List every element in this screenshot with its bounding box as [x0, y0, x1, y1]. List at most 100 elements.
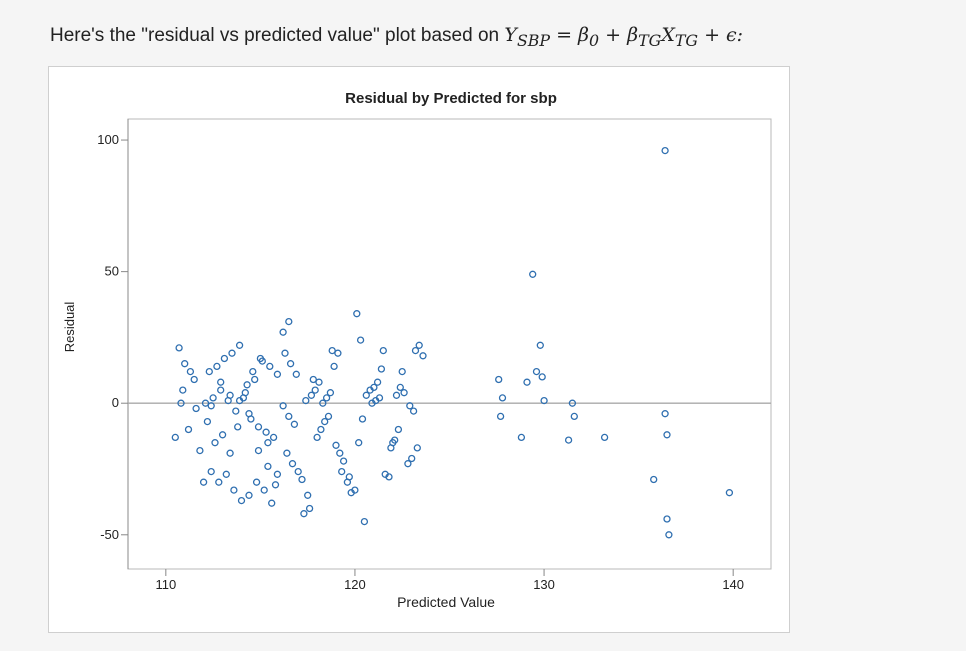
data-point: [235, 341, 244, 349]
data-point: [279, 402, 287, 410]
data-point: [419, 352, 427, 360]
scatter-chart: Residual by Predicted for sbp Residual P…: [62, 90, 772, 610]
data-point: [305, 504, 314, 513]
data-point: [260, 486, 268, 494]
data-point: [409, 407, 418, 415]
data-point: [220, 354, 229, 363]
data-point: [332, 441, 340, 449]
data-point: [199, 478, 208, 486]
data-point: [324, 412, 333, 421]
y-tick-label: 100: [97, 132, 119, 147]
data-point: [235, 396, 244, 405]
data-point: [205, 367, 213, 376]
data-point: [218, 431, 227, 439]
data-point: [264, 439, 272, 447]
data-point: [370, 383, 378, 392]
data-point: [663, 515, 671, 523]
data-point: [498, 394, 507, 402]
data-point: [413, 444, 421, 452]
data-point: [411, 346, 420, 355]
y-tick-label: 0: [112, 395, 119, 410]
data-point: [286, 360, 295, 368]
data-point: [245, 410, 253, 418]
plot-area: [127, 118, 772, 570]
data-point: [269, 433, 278, 442]
data-point: [292, 370, 300, 378]
data-point: [258, 357, 266, 365]
data-point: [181, 360, 189, 368]
chart-figure: Residual by Predicted for sbp Residual P…: [48, 66, 790, 633]
data-point: [406, 402, 414, 410]
data-point: [338, 467, 346, 476]
data-point: [226, 449, 234, 457]
data-point: [222, 470, 230, 478]
data-point: [254, 423, 263, 431]
data-point: [391, 436, 399, 444]
chart-title: Residual by Predicted for sbp: [345, 90, 557, 107]
data-point: [665, 531, 673, 539]
data-point: [254, 446, 263, 455]
data-point: [196, 446, 204, 455]
data-point: [237, 496, 246, 505]
data-point: [230, 486, 238, 494]
data-point: [345, 473, 353, 481]
data-point: [495, 375, 503, 384]
data-point: [379, 346, 387, 355]
data-point: [317, 425, 325, 434]
data-point: [226, 391, 234, 399]
data-point: [523, 378, 531, 386]
data-point: [217, 378, 225, 386]
data-point: [184, 425, 193, 434]
y-axis: 100 50 0 -50: [97, 119, 129, 569]
data-point: [234, 423, 242, 431]
data-point: [319, 399, 327, 407]
data-point: [171, 433, 179, 442]
data-point: [355, 439, 363, 447]
data-point: [322, 394, 331, 402]
data-point: [177, 399, 185, 407]
data-point: [321, 417, 329, 426]
data-point: [300, 510, 308, 518]
data-point: [307, 391, 316, 399]
data-point: [279, 328, 287, 336]
data-point: [564, 436, 573, 444]
data-point: [362, 391, 370, 399]
data-point: [190, 375, 198, 384]
data-point: [353, 310, 361, 318]
data-point: [273, 470, 282, 478]
data-point: [285, 412, 293, 421]
data-point: [302, 396, 310, 405]
data-point: [288, 460, 297, 468]
data-point: [179, 386, 187, 394]
data-point: [285, 317, 293, 326]
data-point: [496, 412, 505, 421]
data-point: [663, 431, 671, 439]
x-tick-label: 110: [155, 577, 176, 592]
data-point: [540, 396, 548, 405]
data-point: [192, 404, 200, 413]
y-tick-label: 50: [105, 264, 119, 279]
data-point: [360, 517, 369, 526]
data-point: [313, 433, 321, 442]
model-equation: YSBP = β0 + βTGXTG + ϵ:: [504, 24, 744, 50]
intro-text: Here's the "residual vs predicted value"…: [50, 25, 500, 46]
x-axis-label: Predicted Value: [397, 594, 495, 610]
data-point: [396, 383, 404, 392]
data-point: [326, 389, 335, 397]
x-axis: 110 120 130 140: [155, 569, 744, 592]
data-point: [661, 410, 669, 418]
data-point: [298, 475, 306, 484]
data-point: [304, 491, 312, 499]
data-point: [283, 449, 291, 457]
data-point: [315, 378, 323, 386]
data-point: [268, 499, 276, 507]
data-point: [217, 386, 225, 394]
y-tick-label: -50: [100, 527, 119, 542]
intro-sentence: Here's the "residual vs predicted value"…: [50, 24, 743, 50]
data-point: [294, 467, 302, 476]
data-point: [398, 367, 406, 376]
data-point: [328, 346, 336, 355]
data-point: [650, 475, 658, 484]
data-point: [394, 425, 403, 434]
data-point: [228, 349, 236, 357]
